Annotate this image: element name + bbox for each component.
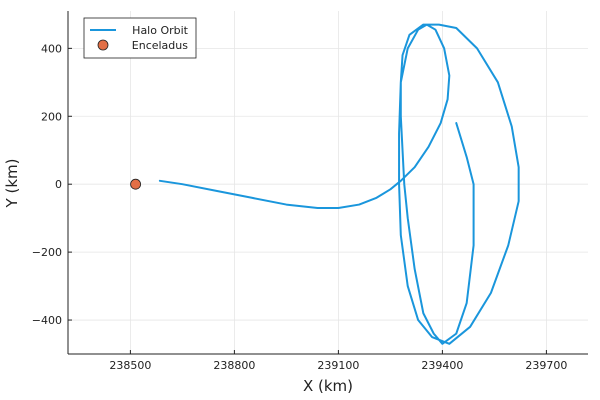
y-tick-label: −400 — [32, 314, 62, 327]
y-tick-label: 400 — [41, 42, 62, 55]
y-tick-label: 0 — [55, 178, 62, 191]
legend-label-enceladus: Enceladus — [132, 39, 188, 52]
legend: Halo Orbit Enceladus — [83, 17, 197, 59]
series-layer — [130, 23, 520, 345]
x-tick-label: 239400 — [421, 359, 463, 372]
y-tick-label: 200 — [41, 110, 62, 123]
y-tick-label: −200 — [32, 246, 62, 259]
legend-box — [83, 17, 197, 59]
x-axis-label: X (km) — [303, 377, 353, 395]
grid — [68, 11, 588, 354]
x-tick-label: 239700 — [525, 359, 567, 372]
axes — [67, 11, 588, 355]
halo-orbit-line — [158, 23, 520, 345]
legend-label-halo-orbit: Halo Orbit — [132, 24, 189, 37]
x-tick-label: 238800 — [213, 359, 255, 372]
x-tick-label: 239100 — [317, 359, 359, 372]
y-axis-label: Y (km) — [3, 159, 21, 209]
legend-swatch-enceladus — [97, 39, 109, 51]
x-tick-label: 238500 — [109, 359, 151, 372]
enceladus-point — [130, 178, 142, 190]
ticks: 238500 238800 239100 239400 239700 −400 −200 0 2… — [32, 42, 568, 372]
